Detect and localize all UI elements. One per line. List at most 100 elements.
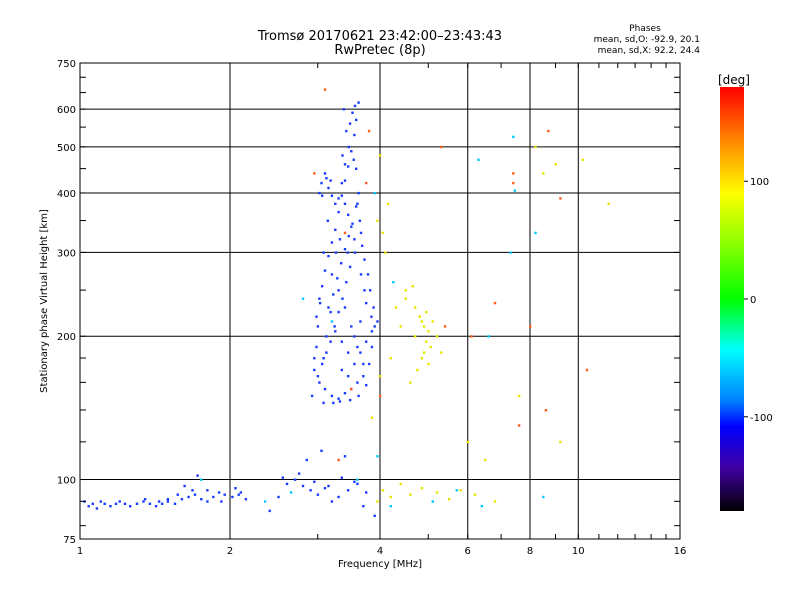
data-point <box>353 133 356 137</box>
data-point <box>325 335 328 338</box>
data-point <box>362 375 365 378</box>
data-point <box>534 231 537 235</box>
data-point <box>315 315 318 318</box>
data-point <box>327 186 330 190</box>
data-point <box>103 502 106 505</box>
x-tick-label: 16 <box>674 546 687 557</box>
data-point <box>517 424 521 427</box>
data-point <box>547 129 550 133</box>
data-point <box>327 254 330 258</box>
y-tick-label: 300 <box>57 248 76 259</box>
data-point <box>459 489 462 492</box>
data-point <box>347 351 350 354</box>
data-point <box>370 416 374 419</box>
data-point <box>337 397 340 400</box>
data-point <box>337 458 340 462</box>
data-point <box>180 498 184 501</box>
data-point <box>114 502 118 505</box>
data-point <box>493 301 497 305</box>
data-point <box>355 167 358 170</box>
x-tick-label: 4 <box>377 546 383 557</box>
colorbar-tick-label: -100 <box>750 413 773 424</box>
data-point <box>301 297 305 300</box>
data-point <box>301 484 305 488</box>
data-point <box>439 145 443 149</box>
data-point <box>529 325 532 328</box>
data-point <box>187 495 190 499</box>
data-point <box>329 310 332 314</box>
data-point <box>148 502 152 505</box>
data-point <box>409 493 412 496</box>
data-point <box>343 306 347 309</box>
data-point <box>455 489 458 492</box>
data-point <box>336 277 339 280</box>
data-point <box>357 101 360 104</box>
data-point <box>340 181 343 185</box>
data-point <box>340 476 343 479</box>
data-point <box>429 345 432 349</box>
data-point <box>559 440 562 444</box>
data-point <box>435 491 439 494</box>
data-point <box>323 269 327 272</box>
data-point <box>310 394 314 398</box>
data-point <box>517 394 521 398</box>
data-point <box>394 306 398 309</box>
data-point <box>326 219 329 222</box>
data-point <box>493 500 497 503</box>
data-point <box>542 495 545 499</box>
data-point <box>347 234 350 238</box>
data-point <box>356 345 359 349</box>
data-point <box>404 289 407 292</box>
data-point <box>234 487 237 490</box>
colorbar <box>720 87 744 511</box>
y-tick-label: 100 <box>57 476 76 487</box>
data-point <box>413 306 417 309</box>
data-point <box>470 335 473 338</box>
data-point <box>342 108 345 111</box>
data-point <box>399 325 402 328</box>
data-point <box>323 387 327 391</box>
data-point <box>318 191 321 195</box>
data-point <box>320 181 323 185</box>
data-point <box>263 500 267 503</box>
data-point <box>173 502 177 505</box>
data-point <box>343 231 347 235</box>
data-point <box>341 297 344 300</box>
data-point <box>351 222 354 225</box>
data-point <box>367 129 371 133</box>
data-point <box>420 357 424 360</box>
data-point <box>356 482 359 486</box>
data-point <box>365 491 368 494</box>
data-point <box>350 225 353 228</box>
data-point <box>244 498 248 501</box>
data-point <box>325 177 328 180</box>
data-point <box>330 394 334 398</box>
stats-o-mode: mean, sd,O: -92.9, 20.1 <box>594 35 700 45</box>
data-point <box>362 505 365 508</box>
data-point <box>487 335 490 338</box>
stats-x-mode: mean, sd,X: 92.2, 24.4 <box>598 46 701 56</box>
y-tick-label: 75 <box>63 535 76 546</box>
data-point <box>411 285 414 288</box>
data-point <box>353 335 356 338</box>
data-point <box>353 238 356 241</box>
data-point <box>231 495 234 499</box>
data-point <box>217 491 221 494</box>
data-point <box>318 381 321 384</box>
data-point <box>356 202 359 205</box>
data-point <box>381 489 385 492</box>
data-point <box>337 495 340 499</box>
data-point <box>200 478 203 481</box>
data-points <box>83 88 610 517</box>
data-point <box>340 368 343 372</box>
y-tick-label: 500 <box>57 143 76 154</box>
data-point <box>99 500 102 503</box>
data-point <box>379 154 382 157</box>
chart-subtitle: RwPretec (8p) <box>334 43 425 58</box>
data-point <box>160 502 164 505</box>
grid-lines <box>80 63 680 539</box>
data-point <box>350 150 353 153</box>
data-point <box>118 500 121 503</box>
data-point <box>305 458 308 462</box>
